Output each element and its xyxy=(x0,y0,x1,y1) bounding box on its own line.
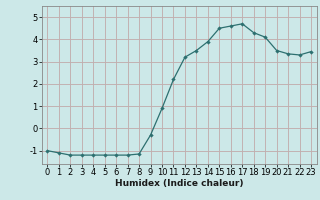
X-axis label: Humidex (Indice chaleur): Humidex (Indice chaleur) xyxy=(115,179,244,188)
